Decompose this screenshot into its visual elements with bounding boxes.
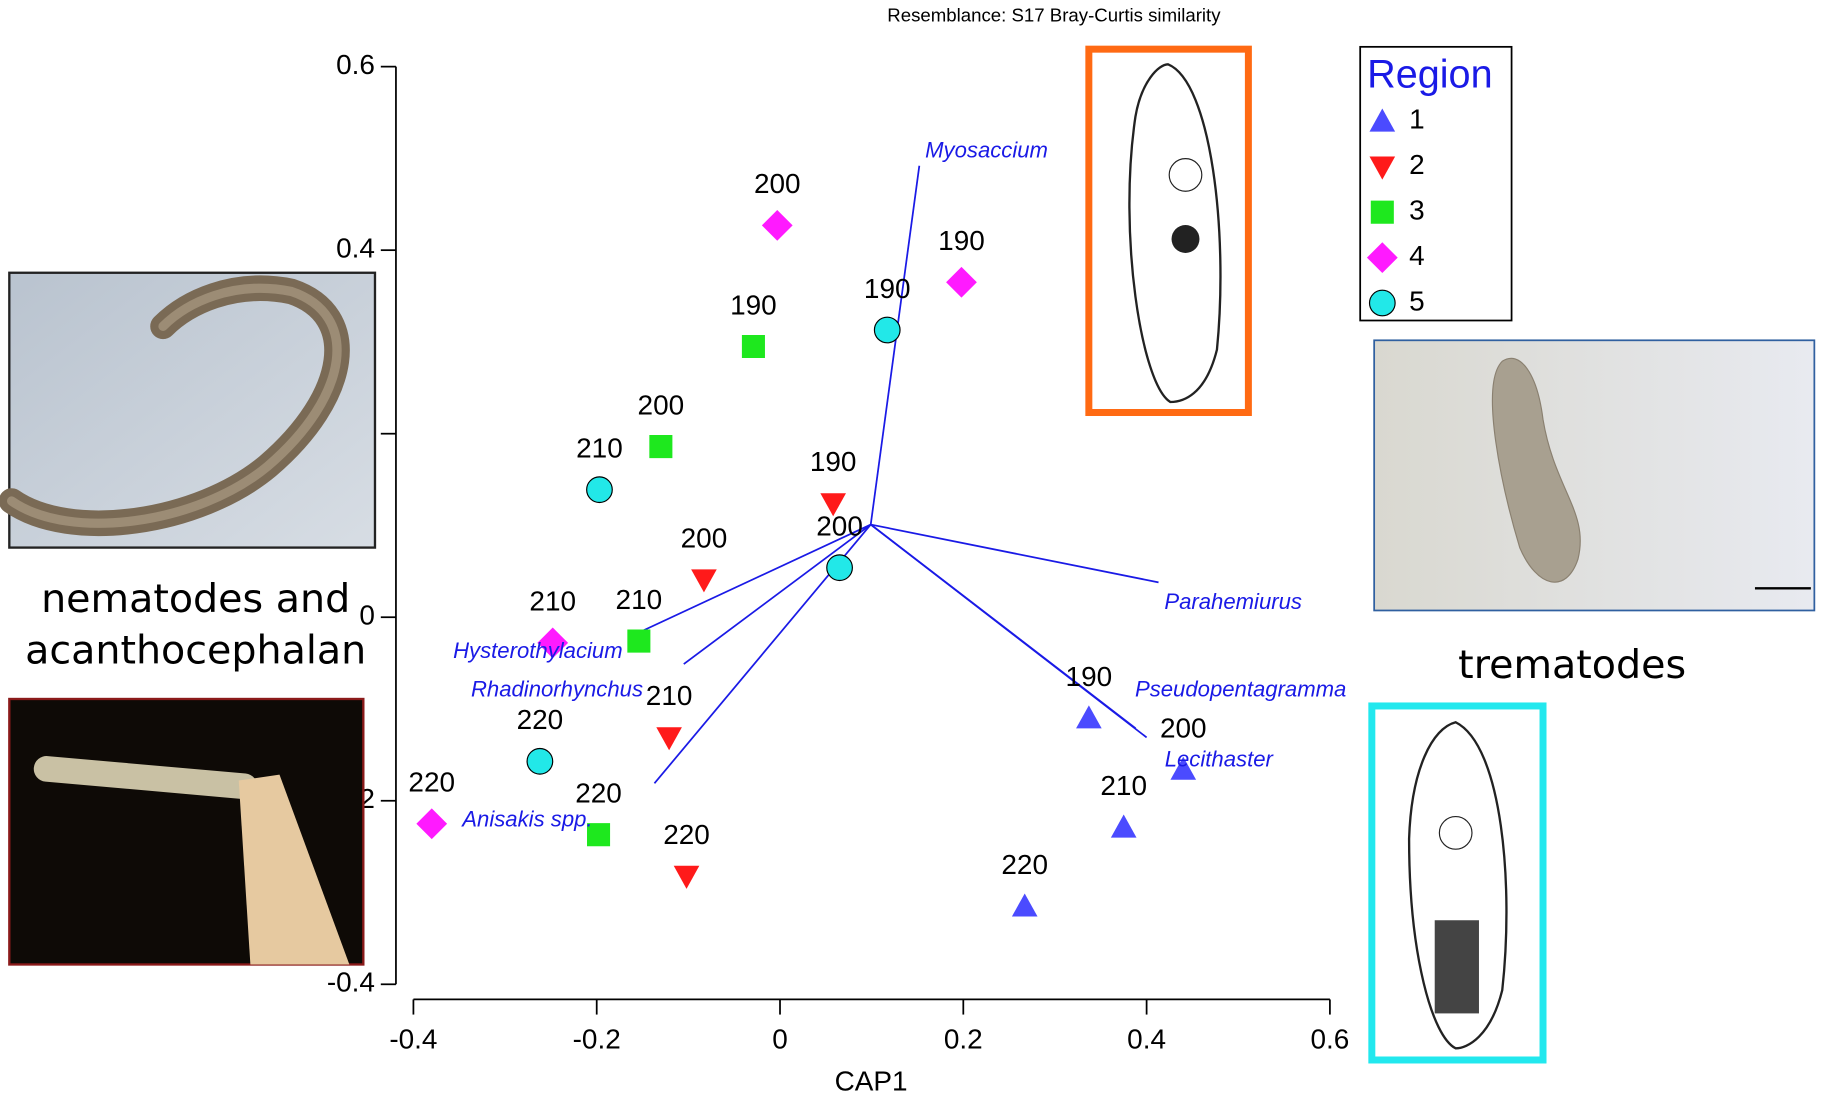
point-label: 220 [1001, 849, 1048, 880]
x-tick-label: 0 [772, 1024, 788, 1055]
y-tick-label: 0.4 [336, 233, 375, 264]
x-tick-label: 0.2 [944, 1024, 983, 1055]
point [649, 435, 672, 458]
vector-label: Myosaccium [925, 138, 1048, 163]
point-label: 210 [616, 584, 663, 615]
point-label: 200 [816, 510, 863, 541]
trematode-drawing [1372, 706, 1543, 1060]
vector [871, 525, 1159, 583]
vector-label: Rhadinorhynchus [471, 677, 643, 702]
legend-label: 3 [1409, 195, 1425, 226]
point [416, 808, 447, 839]
legend-marker [1371, 201, 1394, 224]
point-label: 210 [1100, 770, 1147, 801]
x-axis-label: CAP1 [835, 1066, 908, 1097]
chart: Resemblance: S17 Bray-Curtis similarity … [0, 0, 1826, 1101]
x-tick-label: -0.2 [573, 1024, 621, 1055]
x-tick-label: 0.4 [1127, 1024, 1166, 1055]
chart-title: Resemblance: S17 Bray-Curtis similarity [887, 4, 1221, 25]
point-label: 220 [575, 777, 622, 808]
nematode-photo [9, 273, 375, 548]
point-label: 210 [646, 680, 693, 711]
point [762, 210, 793, 241]
point [946, 267, 977, 298]
trematode-photo [1374, 340, 1814, 610]
y-tick-label: -0.4 [327, 967, 375, 998]
point [874, 317, 900, 343]
legend-title: Region [1367, 53, 1492, 97]
point-label: 190 [1066, 661, 1113, 692]
y-tick-label: 0 [359, 600, 375, 631]
point [1012, 893, 1038, 916]
legend-marker [1370, 290, 1396, 316]
point-label: 200 [638, 389, 685, 420]
point-label: 200 [1160, 712, 1207, 743]
point [827, 555, 853, 581]
legend-label: 2 [1409, 149, 1425, 180]
vector-label: Lecithaster [1165, 747, 1275, 772]
legend-label: 4 [1409, 240, 1425, 271]
point [656, 727, 682, 750]
point-label: 210 [529, 586, 576, 617]
vector-label: Pseudopentagramma [1135, 677, 1346, 702]
x-tick-label: 0.6 [1310, 1024, 1349, 1055]
point-label: 220 [517, 704, 564, 735]
point [1076, 705, 1102, 728]
vector-label: Parahemiurus [1164, 589, 1302, 614]
trematode-drawing [1089, 49, 1249, 412]
point-label: 190 [810, 446, 857, 477]
annotation: trematodes [1458, 642, 1686, 688]
point [627, 630, 650, 653]
point [1111, 815, 1137, 838]
x-tick-label: -0.4 [389, 1024, 437, 1055]
point-label: 190 [938, 225, 985, 256]
vector-label: Anisakis spp. [460, 806, 592, 831]
point [527, 748, 553, 774]
point-label: 220 [663, 819, 710, 850]
point-label: 190 [730, 289, 777, 320]
point [691, 569, 717, 592]
legend: Region 1 2 3 4 5 [1360, 47, 1511, 321]
point-label: 210 [576, 432, 623, 463]
acanthocephalan-photo [9, 699, 363, 965]
point-label: 220 [408, 766, 455, 797]
point [587, 477, 613, 503]
vector [871, 166, 920, 525]
vector [871, 525, 1136, 729]
point [742, 335, 765, 358]
legend-label: 5 [1409, 285, 1425, 316]
point-label: 200 [681, 522, 728, 553]
vector-label: Hysterothylacium [453, 638, 623, 663]
legend-label: 1 [1409, 104, 1425, 135]
y-tick-label: 0.6 [336, 49, 375, 80]
point-label: 200 [754, 168, 801, 199]
point-label: 190 [864, 273, 911, 304]
point [674, 866, 700, 889]
